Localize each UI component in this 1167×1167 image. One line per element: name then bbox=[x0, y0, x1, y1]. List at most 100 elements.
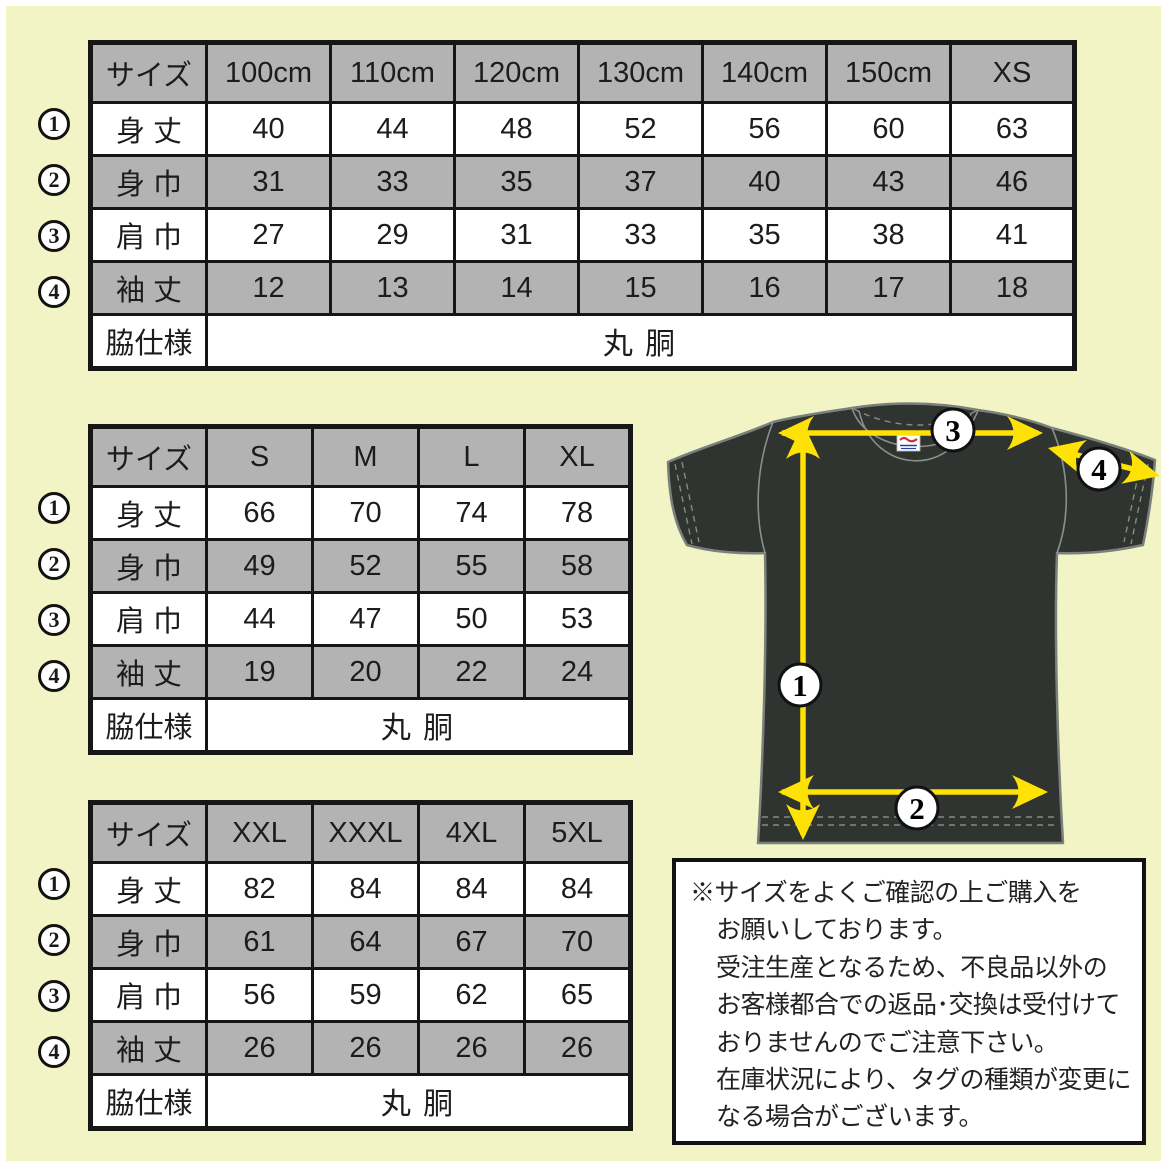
column-header-cell: XS bbox=[949, 41, 1076, 104]
row-label-cell: 袖 丈 bbox=[89, 260, 208, 316]
callout-circles-column: 1 2 3 4 bbox=[36, 424, 88, 755]
value-cell: 52 bbox=[577, 101, 704, 157]
value-cell: 33 bbox=[329, 154, 456, 210]
column-header-cell: L bbox=[417, 425, 526, 488]
value-cell: 60 bbox=[825, 101, 952, 157]
value-cell: 27 bbox=[205, 207, 332, 263]
column-header-cell: 150cm bbox=[825, 41, 952, 104]
shirt-callout-circle-2 bbox=[894, 785, 940, 831]
notice-line: 受注生産となるため、不良品以外の bbox=[716, 953, 1108, 982]
value-cell: 61 bbox=[205, 914, 314, 970]
value-cell: 26 bbox=[523, 1020, 632, 1076]
shirt-callout-number-3: 3 bbox=[945, 413, 961, 448]
column-header-cell: 100cm bbox=[205, 41, 332, 104]
shirt-callout-circle-4 bbox=[1076, 446, 1122, 492]
shirt-callout-number-1: 1 bbox=[792, 668, 808, 703]
value-cell: 17 bbox=[825, 260, 952, 316]
callout-circle-4: 4 bbox=[38, 660, 70, 692]
value-cell: 15 bbox=[577, 260, 704, 316]
callout-circle-2: 2 bbox=[38, 924, 70, 956]
value-cell: 62 bbox=[417, 967, 526, 1023]
value-cell: 40 bbox=[701, 154, 828, 210]
value-cell: 84 bbox=[311, 861, 420, 917]
footer-value-cell: 丸 胴 bbox=[205, 313, 1076, 370]
value-cell: 35 bbox=[701, 207, 828, 263]
value-cell: 82 bbox=[205, 861, 314, 917]
shirt-callout-number-4: 4 bbox=[1091, 452, 1107, 487]
value-cell: 56 bbox=[701, 101, 828, 157]
value-cell: 43 bbox=[825, 154, 952, 210]
column-header-cell: XXXL bbox=[311, 801, 420, 864]
value-cell: 20 bbox=[311, 644, 420, 700]
value-cell: 40 bbox=[205, 101, 332, 157]
value-cell: 26 bbox=[205, 1020, 314, 1076]
column-header-cell: 110cm bbox=[329, 41, 456, 104]
shirt-callout-circles: 1 2 3 4 bbox=[777, 407, 1122, 831]
value-cell: 49 bbox=[205, 538, 314, 594]
value-cell: 14 bbox=[453, 260, 580, 316]
value-cell: 48 bbox=[453, 101, 580, 157]
value-cell: 33 bbox=[577, 207, 704, 263]
value-cell: 13 bbox=[329, 260, 456, 316]
size-table-adult-block: 1 2 3 4 サイズ S M L XL 身 丈 66 70 74 78 身 巾 49 52 55 58 肩 巾 44… bbox=[36, 424, 633, 755]
size-table-adult: サイズ S M L XL 身 丈 66 70 74 78 身 巾 49 52 55 58 肩 巾 44 47 50 5… bbox=[88, 424, 633, 755]
column-header-cell: S bbox=[205, 425, 314, 488]
value-cell: 53 bbox=[523, 591, 632, 647]
notice-line: 在庫状況により、タグの種類が変更に bbox=[716, 1066, 1132, 1095]
callout-circle-3: 3 bbox=[38, 220, 70, 252]
notice-line: おりませんのでご注意下さい。 bbox=[716, 1028, 1059, 1057]
value-cell: 24 bbox=[523, 644, 632, 700]
callout-circle-1: 1 bbox=[38, 108, 70, 140]
value-cell: 78 bbox=[523, 485, 632, 541]
column-header-cell: 120cm bbox=[453, 41, 580, 104]
row-label-cell: 身 丈 bbox=[89, 861, 208, 917]
footer-label-cell: 脇仕様 bbox=[89, 697, 208, 754]
callout-circle-2: 2 bbox=[38, 164, 70, 196]
notice-line: なる場合がございます。 bbox=[716, 1103, 984, 1132]
row-label-cell: 身 巾 bbox=[89, 154, 208, 210]
notice-line: ※サイズをよくご確認の上ご購入を bbox=[690, 879, 1082, 907]
value-cell: 66 bbox=[205, 485, 314, 541]
footer-value-cell: 丸 胴 bbox=[205, 697, 632, 754]
value-cell: 38 bbox=[825, 207, 952, 263]
value-cell: 22 bbox=[417, 644, 526, 700]
value-cell: 67 bbox=[417, 914, 526, 970]
purchase-notice-box: ※サイズをよくご確認の上ご購入を お願いしております。 受注生産となるため、不良品以… bbox=[672, 858, 1146, 1145]
value-cell: 31 bbox=[205, 154, 332, 210]
footer-value-cell: 丸 胴 bbox=[205, 1073, 632, 1130]
row-label-cell: 肩 巾 bbox=[89, 967, 208, 1023]
shirt-callout-circle-1 bbox=[777, 662, 823, 708]
row-label-cell: 肩 巾 bbox=[89, 591, 208, 647]
size-header-cell: サイズ bbox=[89, 41, 208, 104]
column-header-cell: 4XL bbox=[417, 801, 526, 864]
callout-circles-column: 1 2 3 4 bbox=[36, 800, 88, 1131]
value-cell: 19 bbox=[205, 644, 314, 700]
callout-circle-4: 4 bbox=[38, 1036, 70, 1068]
value-cell: 41 bbox=[949, 207, 1076, 263]
row-label-cell: 袖 丈 bbox=[89, 644, 208, 700]
row-label-cell: 身 丈 bbox=[89, 101, 208, 157]
value-cell: 74 bbox=[417, 485, 526, 541]
row-label-cell: 袖 丈 bbox=[89, 1020, 208, 1076]
value-cell: 44 bbox=[329, 101, 456, 157]
brand-neck-tag-icon bbox=[896, 433, 921, 452]
value-cell: 70 bbox=[311, 485, 420, 541]
callout-circle-4: 4 bbox=[38, 276, 70, 308]
value-cell: 26 bbox=[417, 1020, 526, 1076]
value-cell: 84 bbox=[417, 861, 526, 917]
value-cell: 26 bbox=[311, 1020, 420, 1076]
value-cell: 55 bbox=[417, 538, 526, 594]
row-label-cell: 身 巾 bbox=[89, 914, 208, 970]
value-cell: 18 bbox=[949, 260, 1076, 316]
value-cell: 70 bbox=[523, 914, 632, 970]
value-cell: 47 bbox=[311, 591, 420, 647]
footer-label-cell: 脇仕様 bbox=[89, 313, 208, 370]
value-cell: 35 bbox=[453, 154, 580, 210]
size-header-cell: サイズ bbox=[89, 801, 208, 864]
value-cell: 12 bbox=[205, 260, 332, 316]
callout-circles-column: 1 2 3 4 bbox=[36, 40, 88, 371]
value-cell: 84 bbox=[523, 861, 632, 917]
value-cell: 56 bbox=[205, 967, 314, 1023]
